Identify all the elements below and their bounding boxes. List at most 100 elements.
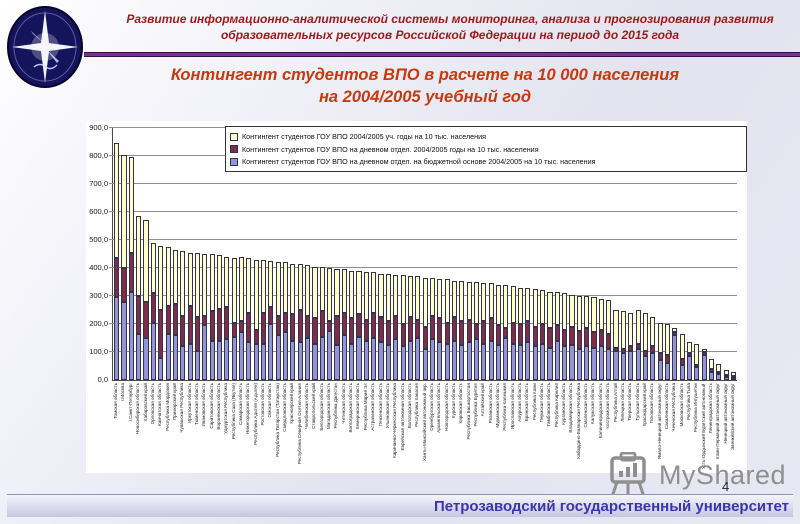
bar-column xyxy=(715,128,722,380)
bar-segment-dayform xyxy=(400,324,406,347)
bar-segment-budget xyxy=(136,333,142,380)
bar-column xyxy=(186,128,193,380)
x-axis-label: Приморский край xyxy=(171,383,177,421)
bar-segment-total xyxy=(562,293,568,330)
bar-segment-budget xyxy=(701,354,707,380)
bar-segment-dayform xyxy=(628,346,634,351)
bar-segment-budget xyxy=(730,377,737,380)
bar-segment-total xyxy=(334,269,340,316)
bar-segment-budget xyxy=(635,349,641,380)
bar-segment-dayform xyxy=(415,319,421,338)
bar-column xyxy=(194,128,201,380)
bar xyxy=(473,282,480,380)
x-axis-label: Ульяновская область xyxy=(384,383,390,429)
x-axis-label: Иркутская область xyxy=(186,383,192,424)
bar xyxy=(246,258,252,380)
bar xyxy=(136,216,142,380)
bar-segment-dayform xyxy=(503,328,509,338)
bar-column xyxy=(260,128,267,380)
bar-segment-budget xyxy=(150,322,156,380)
bar-segment-dayform xyxy=(275,315,281,336)
bar-segment-total xyxy=(114,143,120,259)
bar-segment-dayform xyxy=(136,296,142,334)
bar-column xyxy=(693,128,700,380)
bar-segment-total xyxy=(532,289,538,327)
bar-segment-budget xyxy=(260,343,267,380)
bar-segment-total xyxy=(378,273,384,318)
bar-segment-budget xyxy=(466,342,472,380)
x-axis-label: Республика Адыгея (Адыгея) xyxy=(252,383,258,445)
bar-column xyxy=(686,128,693,380)
bar xyxy=(650,317,656,380)
bar-column xyxy=(539,128,546,380)
x-axis-label: Кабардино-Балкарская Республика xyxy=(575,383,581,459)
bar-segment-total xyxy=(363,272,369,320)
bar xyxy=(371,272,377,380)
bar xyxy=(275,262,281,380)
bar-column xyxy=(664,128,671,380)
bar-segment-total xyxy=(723,369,729,375)
bar-segment-budget xyxy=(319,336,325,380)
bar-segment-dayform xyxy=(172,304,178,336)
bar-segment-budget xyxy=(503,338,509,380)
bar-segment-total xyxy=(371,272,377,313)
bar-segment-total xyxy=(165,247,171,306)
bar-segment-dayform xyxy=(165,305,171,334)
bar-column xyxy=(245,128,252,380)
bar-segment-budget xyxy=(246,342,252,380)
bar-segment-total xyxy=(613,310,619,348)
bar-column xyxy=(377,128,384,380)
x-axis-label: Карачаево-Черкесская Республика xyxy=(392,383,398,458)
bar xyxy=(363,272,369,380)
bar-segment-dayform xyxy=(716,371,722,374)
bar-segment-budget xyxy=(180,346,186,380)
x-axis-label: Алтайский край xyxy=(480,383,486,417)
bar-column xyxy=(656,128,663,380)
bar xyxy=(180,251,186,380)
bar xyxy=(268,261,274,380)
bar-segment-total xyxy=(591,297,597,333)
bar-segment-budget xyxy=(275,335,281,380)
bar xyxy=(451,280,458,380)
bar xyxy=(540,290,546,380)
bar-segment-budget xyxy=(613,350,619,380)
bar-segment-dayform xyxy=(510,322,516,344)
bar-segment-budget xyxy=(121,301,127,380)
bar-segment-budget xyxy=(437,342,443,380)
gridline xyxy=(109,211,737,212)
legend-item: Контингент студентов ГОУ ВПО 2004/2005 у… xyxy=(230,131,742,143)
bar-segment-dayform xyxy=(371,312,377,338)
x-axis-label: Кировская область xyxy=(458,383,464,424)
bar-segment-dayform xyxy=(466,319,472,343)
bar-segment-budget xyxy=(554,340,560,380)
x-axis-label: Ставропольский край xyxy=(311,383,317,429)
bar-segment-total xyxy=(598,298,604,330)
bar-column xyxy=(150,128,157,380)
bar-segment-budget xyxy=(349,343,355,380)
x-axis-label: Ростовская область xyxy=(260,383,266,426)
bar-segment-budget xyxy=(385,345,391,380)
bar-segment-dayform xyxy=(591,332,597,348)
bar-segment-total xyxy=(584,296,590,329)
bar xyxy=(407,276,413,380)
bar xyxy=(510,286,516,380)
bar-segment-budget xyxy=(327,331,333,380)
bar-segment-budget xyxy=(525,342,531,380)
bar xyxy=(664,324,671,380)
bar xyxy=(158,245,164,380)
bar-segment-dayform xyxy=(158,310,164,358)
bar-segment-total xyxy=(701,349,707,353)
bar-segment-total xyxy=(422,277,428,327)
bar-segment-total xyxy=(429,277,436,316)
bar-column xyxy=(730,128,737,380)
bar xyxy=(518,287,524,380)
bar-segment-budget xyxy=(547,347,553,380)
bar-column xyxy=(561,128,568,380)
bar-segment-dayform xyxy=(121,268,127,302)
bar xyxy=(672,328,678,380)
bar-column xyxy=(627,128,634,380)
bar-segment-total xyxy=(231,258,237,323)
x-axis-label: Еврейская автономная область xyxy=(399,383,405,451)
bar-segment-total xyxy=(686,342,693,354)
header-separator xyxy=(84,52,800,57)
